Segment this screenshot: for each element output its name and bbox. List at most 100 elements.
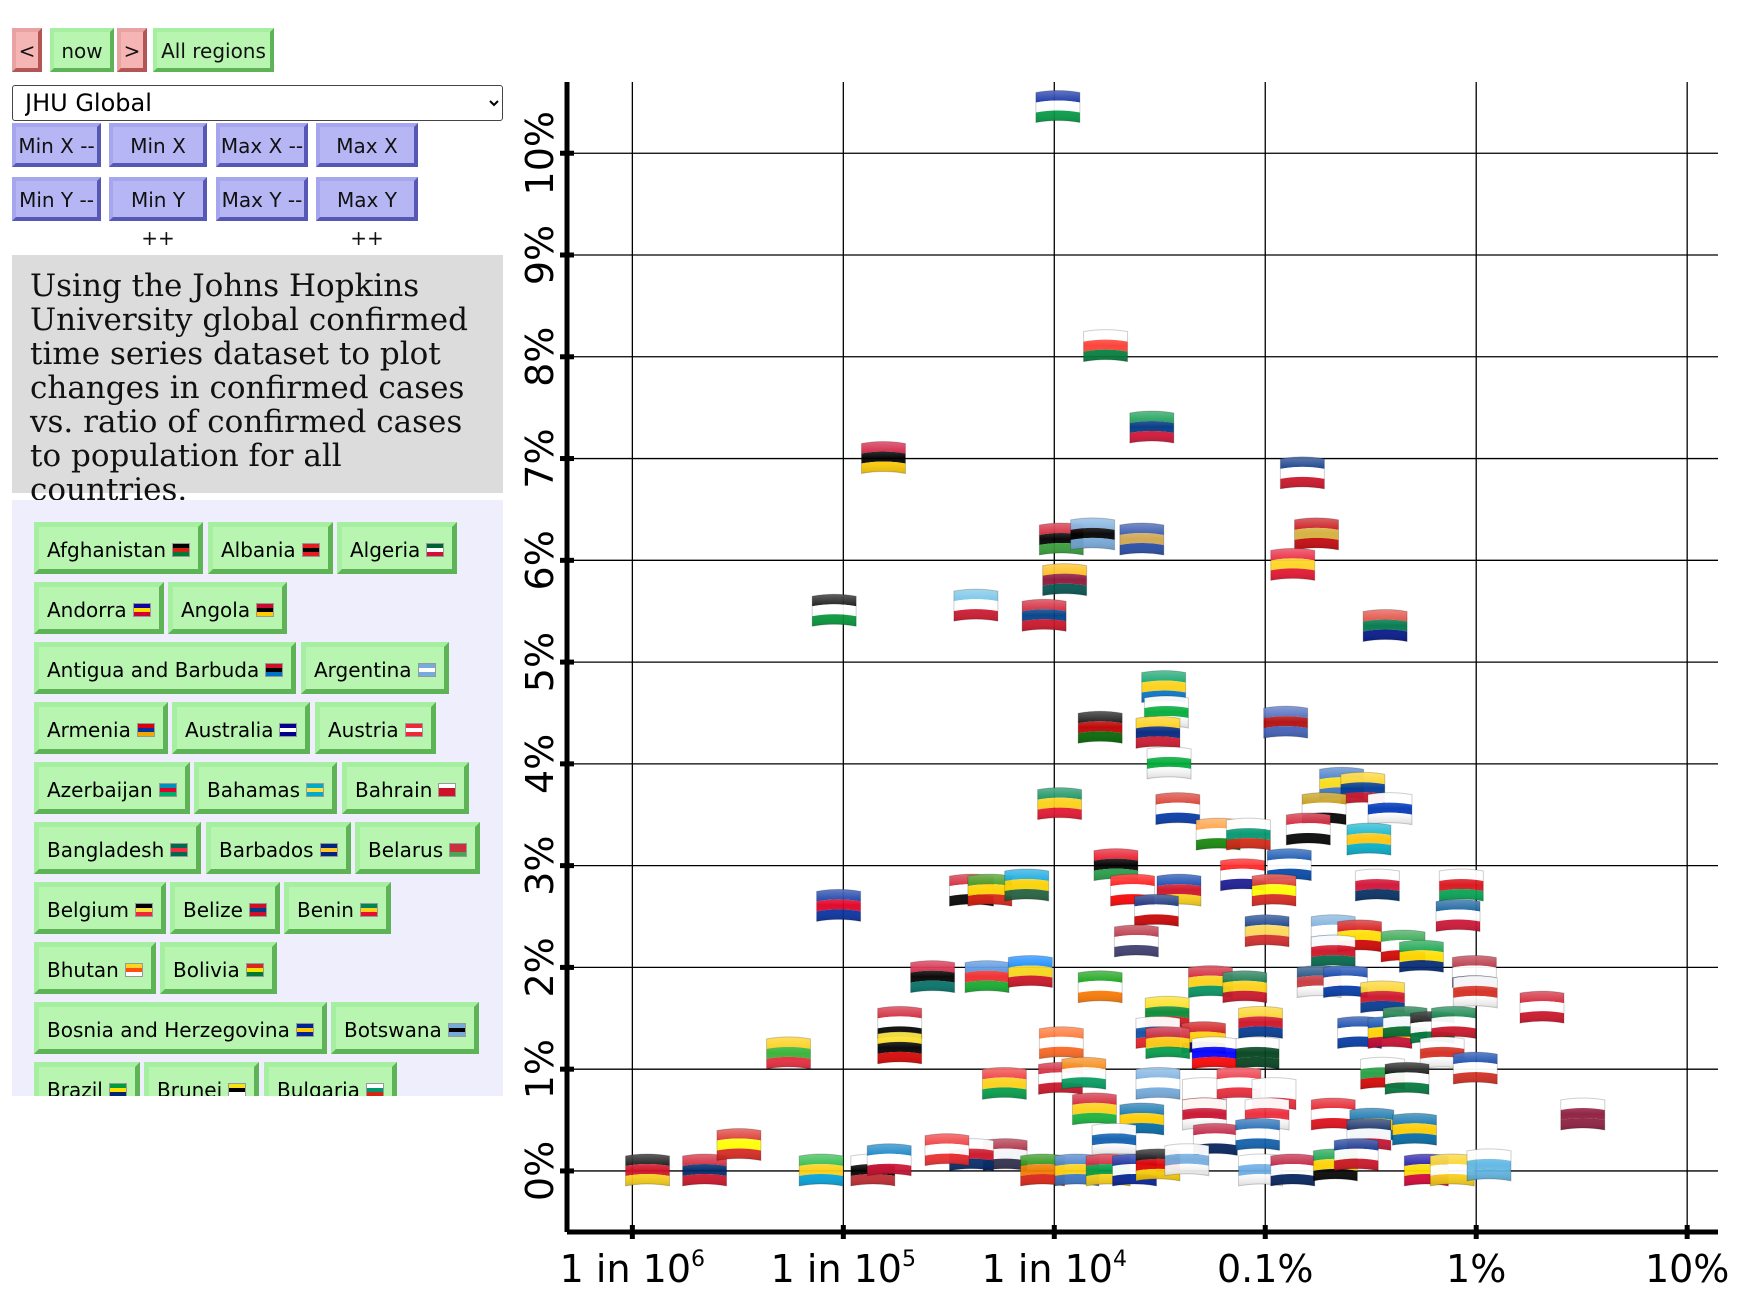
country-button[interactable]: Afghanistan bbox=[34, 522, 204, 574]
country-button[interactable]: Argentina bbox=[301, 642, 449, 694]
flag-point bbox=[1077, 970, 1123, 1004]
x-tick-label-text: 1% bbox=[1446, 1247, 1506, 1291]
country-button[interactable]: Algeria bbox=[337, 522, 458, 574]
min-y-decrease-button[interactable]: Min Y -- bbox=[12, 177, 101, 221]
country-button[interactable]: Belarus bbox=[355, 822, 481, 874]
flag-outline bbox=[1129, 410, 1175, 444]
country-button[interactable]: Andorra bbox=[34, 582, 164, 634]
flag-point bbox=[1438, 868, 1484, 902]
flag-outline bbox=[1133, 893, 1179, 928]
flag-point bbox=[1429, 1153, 1475, 1187]
flag-icon bbox=[359, 903, 378, 917]
flag-outline bbox=[1251, 873, 1297, 907]
country-name: Bahamas bbox=[207, 778, 301, 802]
country-button[interactable]: Azerbaijan bbox=[34, 762, 190, 814]
flag-point bbox=[1133, 893, 1179, 928]
flag-point bbox=[1263, 705, 1309, 739]
y-tick-label: 4% bbox=[518, 734, 562, 794]
flag-icon bbox=[172, 543, 191, 557]
country-button[interactable]: Belgium bbox=[34, 882, 166, 934]
now-button[interactable]: now bbox=[50, 28, 114, 72]
flag-point bbox=[1234, 1036, 1280, 1070]
flag-outline bbox=[1244, 914, 1290, 948]
flag-icon bbox=[417, 663, 436, 677]
flag-outline bbox=[1310, 934, 1356, 968]
flag-icon bbox=[124, 963, 143, 977]
flag-icon bbox=[136, 723, 155, 737]
country-button[interactable]: Barbados bbox=[206, 822, 351, 874]
y-tick-label: 0% bbox=[518, 1141, 562, 1201]
flag-point bbox=[1398, 939, 1444, 973]
country-name: Andorra bbox=[47, 598, 127, 622]
flag-point bbox=[1129, 410, 1175, 444]
flag-outline bbox=[1135, 715, 1181, 749]
flag-outline bbox=[1020, 1153, 1066, 1187]
country-button[interactable]: Bahrain bbox=[342, 762, 470, 814]
country-list[interactable]: Afghanistan Albania Algeria Andorra Angola An… bbox=[12, 500, 503, 1096]
flag-outline bbox=[964, 960, 1010, 994]
flag-outline bbox=[1071, 1092, 1117, 1126]
country-button[interactable]: Bolivia bbox=[160, 942, 277, 994]
country-button[interactable]: Botswana bbox=[331, 1002, 479, 1054]
next-button[interactable]: > bbox=[117, 28, 147, 72]
flag-point bbox=[1244, 914, 1290, 948]
flag-point bbox=[1135, 715, 1181, 749]
flag-outline bbox=[1263, 705, 1309, 739]
flag-point bbox=[910, 960, 956, 994]
country-button[interactable]: Armenia bbox=[34, 702, 168, 754]
country-name: Belize bbox=[183, 898, 243, 922]
flag-icon bbox=[447, 1023, 466, 1037]
country-name: Bangladesh bbox=[47, 838, 165, 862]
max-y-decrease-button[interactable]: Max Y -- bbox=[216, 177, 308, 221]
flag-point bbox=[816, 888, 862, 922]
x-tick-label-exponent: 5 bbox=[902, 1247, 916, 1272]
all-regions-button[interactable]: All regions bbox=[153, 28, 274, 72]
flag-point bbox=[1135, 1066, 1181, 1101]
country-button[interactable]: Austria bbox=[315, 702, 436, 754]
country-button[interactable]: Albania bbox=[208, 522, 333, 574]
country-button[interactable]: Australia bbox=[172, 702, 311, 754]
country-button[interactable]: Angola bbox=[168, 582, 288, 634]
prev-button[interactable]: < bbox=[12, 28, 42, 72]
flag-point bbox=[981, 1066, 1027, 1101]
flag-outline bbox=[625, 1153, 671, 1187]
flag-icon bbox=[449, 843, 468, 857]
flag-outline bbox=[1155, 792, 1201, 826]
x-tick-label: 10% bbox=[1645, 1247, 1729, 1291]
flag-outline bbox=[967, 873, 1013, 907]
flag-outline bbox=[1270, 547, 1316, 582]
country-button[interactable]: Bosnia and Herzegovina bbox=[34, 1002, 327, 1054]
flag-point bbox=[1285, 812, 1331, 846]
country-name: Afghanistan bbox=[47, 538, 167, 562]
flag-point bbox=[1435, 899, 1481, 933]
country-button[interactable]: Bangladesh bbox=[34, 822, 202, 874]
flag-outline bbox=[1225, 817, 1271, 851]
flag-outline bbox=[1560, 1097, 1606, 1131]
flag-point bbox=[1392, 1112, 1438, 1146]
max-y-increase-button[interactable]: Max Y ++ bbox=[316, 177, 418, 250]
country-button[interactable]: Antigua and Barbuda bbox=[34, 642, 297, 694]
y-tick-label: 7% bbox=[518, 428, 562, 488]
min-x-decrease-button[interactable]: Min X -- bbox=[12, 123, 101, 167]
country-button[interactable]: Belize bbox=[170, 882, 280, 934]
country-button[interactable]: Brazil bbox=[34, 1062, 140, 1096]
flag-icon bbox=[248, 903, 267, 917]
flag-point bbox=[1035, 89, 1081, 124]
flag-point bbox=[1021, 598, 1067, 632]
country-button[interactable]: Bulgaria bbox=[264, 1062, 397, 1096]
flag-icon bbox=[404, 723, 423, 737]
flag-point bbox=[1093, 848, 1139, 882]
country-button[interactable]: Bahamas bbox=[194, 762, 338, 814]
flag-outline bbox=[1398, 939, 1444, 973]
dataset-select[interactable]: JHU Global bbox=[12, 85, 503, 121]
flag-point bbox=[1070, 517, 1116, 551]
min-y-increase-button[interactable]: Min Y ++ bbox=[109, 177, 207, 250]
max-x-decrease-button[interactable]: Max X -- bbox=[216, 123, 308, 167]
country-button[interactable]: Brunei bbox=[144, 1062, 260, 1096]
flag-icon bbox=[108, 1083, 127, 1096]
x-tick-label: 1 in 105 bbox=[771, 1247, 916, 1291]
country-button[interactable]: Bhutan bbox=[34, 942, 156, 994]
flag-outline bbox=[1004, 868, 1050, 902]
country-button[interactable]: Benin bbox=[284, 882, 391, 934]
flag-point bbox=[1235, 1117, 1281, 1151]
